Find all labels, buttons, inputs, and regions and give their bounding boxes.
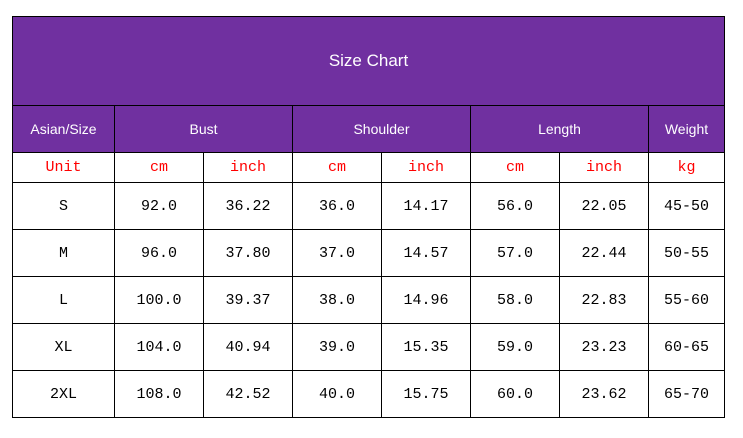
size-chart-table: Size Chart Asian/Size Bust Shoulder Leng… (12, 16, 725, 418)
table-row: S 92.0 36.22 36.0 14.17 56.0 22.05 45-50 (12, 182, 725, 230)
table-row: 2XL 108.0 42.52 40.0 15.75 60.0 23.62 65-70 (12, 370, 725, 418)
value-cell: 108.0 (114, 370, 204, 418)
unit-cell: inch (203, 152, 293, 183)
header-shoulder: Shoulder (292, 105, 471, 153)
unit-cell: cm (470, 152, 560, 183)
unit-cell: inch (559, 152, 649, 183)
value-cell: 60-65 (648, 323, 725, 371)
value-cell: 22.05 (559, 182, 649, 230)
value-cell: 14.96 (381, 276, 471, 324)
value-cell: 65-70 (648, 370, 725, 418)
header-bust: Bust (114, 105, 293, 153)
value-cell: 36.0 (292, 182, 382, 230)
header-size: Asian/Size (12, 105, 115, 153)
value-cell: 45-50 (648, 182, 725, 230)
value-cell: 59.0 (470, 323, 560, 371)
value-cell: 15.35 (381, 323, 471, 371)
table-row: M 96.0 37.80 37.0 14.57 57.0 22.44 50-55 (12, 229, 725, 277)
value-cell: 42.52 (203, 370, 293, 418)
unit-cell: cm (114, 152, 204, 183)
size-cell: 2XL (12, 370, 115, 418)
header-length: Length (470, 105, 649, 153)
size-cell: L (12, 276, 115, 324)
value-cell: 15.75 (381, 370, 471, 418)
unit-cell: Unit (12, 152, 115, 183)
unit-cell: cm (292, 152, 382, 183)
value-cell: 37.0 (292, 229, 382, 277)
table-row: XL 104.0 40.94 39.0 15.35 59.0 23.23 60-65 (12, 323, 725, 371)
value-cell: 37.80 (203, 229, 293, 277)
value-cell: 14.57 (381, 229, 471, 277)
unit-cell: kg (648, 152, 725, 183)
value-cell: 39.37 (203, 276, 293, 324)
header-row: Asian/Size Bust Shoulder Length Weight (12, 105, 725, 153)
value-cell: 36.22 (203, 182, 293, 230)
chart-title: Size Chart (12, 16, 725, 106)
value-cell: 14.17 (381, 182, 471, 230)
size-cell: S (12, 182, 115, 230)
value-cell: 22.44 (559, 229, 649, 277)
value-cell: 60.0 (470, 370, 560, 418)
unit-cell: inch (381, 152, 471, 183)
size-cell: M (12, 229, 115, 277)
value-cell: 23.23 (559, 323, 649, 371)
value-cell: 96.0 (114, 229, 204, 277)
value-cell: 23.62 (559, 370, 649, 418)
size-cell: XL (12, 323, 115, 371)
header-weight: Weight (648, 105, 725, 153)
value-cell: 38.0 (292, 276, 382, 324)
value-cell: 100.0 (114, 276, 204, 324)
value-cell: 50-55 (648, 229, 725, 277)
value-cell: 55-60 (648, 276, 725, 324)
value-cell: 39.0 (292, 323, 382, 371)
value-cell: 40.0 (292, 370, 382, 418)
value-cell: 22.83 (559, 276, 649, 324)
table-row: L 100.0 39.37 38.0 14.96 58.0 22.83 55-60 (12, 276, 725, 324)
value-cell: 104.0 (114, 323, 204, 371)
unit-row: Unit cm inch cm inch cm inch kg (12, 152, 725, 183)
value-cell: 57.0 (470, 229, 560, 277)
value-cell: 92.0 (114, 182, 204, 230)
value-cell: 58.0 (470, 276, 560, 324)
value-cell: 56.0 (470, 182, 560, 230)
value-cell: 40.94 (203, 323, 293, 371)
